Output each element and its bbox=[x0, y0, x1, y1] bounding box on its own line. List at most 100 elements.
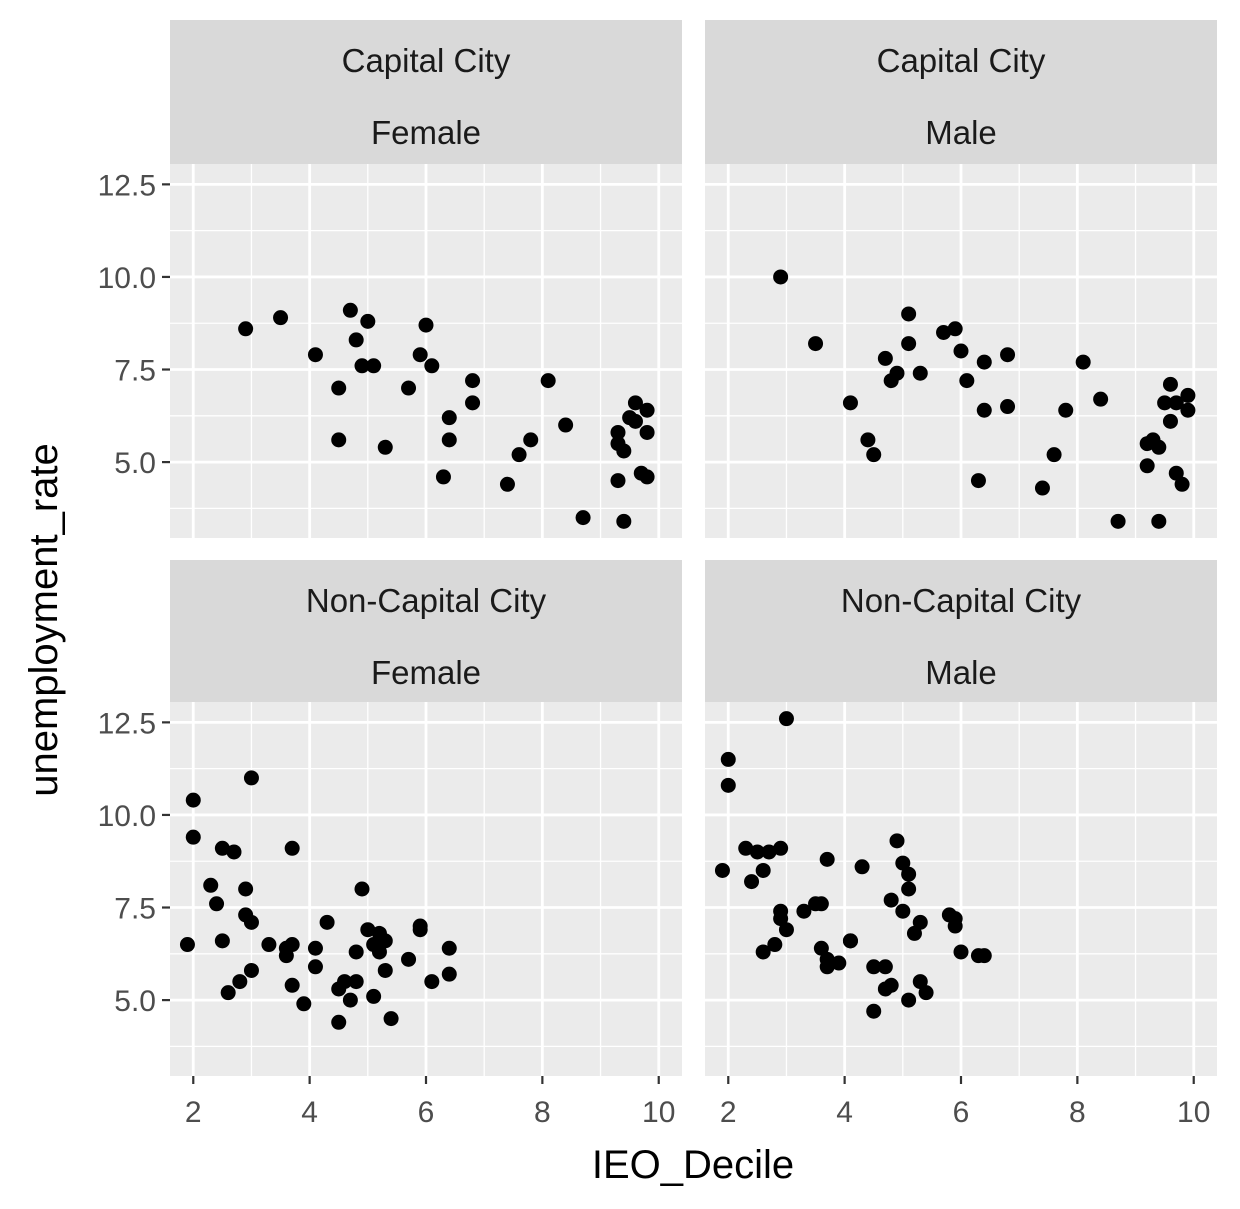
data-point bbox=[1139, 458, 1155, 474]
facet-panel: Capital City Male bbox=[705, 20, 1217, 538]
data-point bbox=[889, 365, 905, 381]
x-tick-label: 2 bbox=[185, 1096, 202, 1129]
y-tick-label: 10.0 bbox=[98, 262, 156, 295]
data-point bbox=[936, 324, 952, 340]
strip-label-location: Non-Capital City bbox=[841, 582, 1082, 619]
data-point bbox=[773, 911, 789, 927]
data-point bbox=[441, 432, 457, 448]
data-point bbox=[348, 944, 364, 960]
data-point bbox=[412, 347, 428, 363]
data-point bbox=[639, 424, 655, 440]
data-point bbox=[860, 432, 876, 448]
data-point bbox=[877, 959, 893, 975]
data-point bbox=[877, 350, 893, 366]
data-point bbox=[1174, 476, 1190, 492]
data-point bbox=[214, 840, 230, 856]
data-point bbox=[866, 447, 882, 463]
data-point bbox=[307, 959, 323, 975]
data-point bbox=[912, 365, 928, 381]
data-point bbox=[1157, 395, 1173, 411]
data-point bbox=[901, 336, 917, 352]
data-point bbox=[883, 892, 899, 908]
x-tick-label: 8 bbox=[534, 1096, 551, 1129]
data-point bbox=[639, 469, 655, 485]
data-point bbox=[354, 881, 370, 897]
data-point bbox=[348, 974, 364, 990]
data-point bbox=[1000, 399, 1016, 415]
data-point bbox=[610, 424, 626, 440]
data-point bbox=[273, 310, 289, 326]
data-point bbox=[610, 473, 626, 489]
data-point bbox=[1180, 387, 1196, 403]
data-point bbox=[360, 313, 376, 329]
data-point bbox=[895, 903, 911, 919]
data-point bbox=[1151, 439, 1167, 455]
strip-label-location: Capital City bbox=[342, 42, 511, 79]
data-point bbox=[377, 962, 393, 978]
data-point bbox=[627, 395, 643, 411]
data-point bbox=[342, 992, 358, 1008]
data-point bbox=[720, 751, 736, 767]
data-point bbox=[284, 977, 300, 993]
data-point bbox=[842, 395, 858, 411]
data-point bbox=[749, 844, 765, 860]
data-point bbox=[755, 944, 771, 960]
data-point bbox=[441, 966, 457, 982]
x-tick-label: 6 bbox=[953, 1096, 970, 1129]
data-point bbox=[179, 937, 195, 953]
data-point bbox=[331, 432, 347, 448]
data-point bbox=[906, 925, 922, 941]
strip-label-location: Capital City bbox=[877, 42, 1046, 79]
data-point bbox=[1034, 480, 1050, 496]
y-tick-label: 5.0 bbox=[114, 985, 156, 1018]
data-point bbox=[738, 840, 754, 856]
y-axis-title: unemployment_rate bbox=[22, 443, 66, 797]
data-point bbox=[1046, 447, 1062, 463]
data-point bbox=[1162, 413, 1178, 429]
x-axis-title: IEO_Decile bbox=[592, 1143, 794, 1187]
x-tick-label: 10 bbox=[1177, 1096, 1210, 1129]
data-point bbox=[243, 770, 259, 786]
data-point bbox=[377, 933, 393, 949]
data-point bbox=[767, 937, 783, 953]
data-point bbox=[912, 974, 928, 990]
x-tick-label: 10 bbox=[642, 1096, 675, 1129]
facet-strip bbox=[705, 20, 1217, 164]
data-point bbox=[813, 896, 829, 912]
y-tick-label: 10.0 bbox=[98, 800, 156, 833]
data-point bbox=[465, 373, 481, 389]
data-point bbox=[383, 1011, 399, 1027]
data-point bbox=[773, 269, 789, 285]
strip-label-location: Non-Capital City bbox=[306, 582, 547, 619]
y-tick-label: 12.5 bbox=[98, 169, 156, 202]
y-tick-label: 7.5 bbox=[114, 355, 156, 388]
data-point bbox=[348, 332, 364, 348]
data-point bbox=[401, 951, 417, 967]
data-point bbox=[953, 343, 969, 359]
data-point bbox=[558, 417, 574, 433]
data-point bbox=[185, 792, 201, 808]
data-point bbox=[278, 948, 294, 964]
data-point bbox=[424, 358, 440, 374]
data-point bbox=[1000, 347, 1016, 363]
data-point bbox=[209, 896, 225, 912]
facet-panel: Capital City Female bbox=[170, 20, 682, 538]
data-point bbox=[354, 358, 370, 374]
data-point bbox=[319, 914, 335, 930]
x-tick-label: 4 bbox=[836, 1096, 853, 1129]
data-point bbox=[307, 347, 323, 363]
x-tick-label: 6 bbox=[418, 1096, 435, 1129]
data-point bbox=[866, 959, 882, 975]
data-point bbox=[523, 432, 539, 448]
data-point bbox=[226, 844, 242, 860]
y-tick-label: 12.5 bbox=[98, 707, 156, 740]
data-point bbox=[511, 447, 527, 463]
data-point bbox=[284, 937, 300, 953]
data-point bbox=[918, 985, 934, 1001]
data-point bbox=[947, 321, 963, 337]
data-point bbox=[371, 944, 387, 960]
data-point bbox=[1168, 465, 1184, 481]
data-point bbox=[401, 380, 417, 396]
data-point bbox=[901, 866, 917, 882]
data-point bbox=[214, 933, 230, 949]
